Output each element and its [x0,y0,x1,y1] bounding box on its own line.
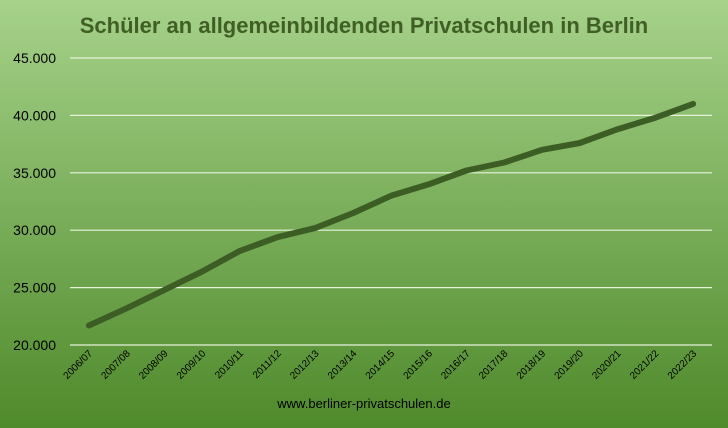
y-tick-label: 45.000 [13,50,56,66]
y-tick-label: 30.000 [13,222,56,238]
chart-title: Schüler an allgemeinbildenden Privatschu… [80,13,648,38]
y-axis-tick-labels: 45.000 40.000 35.000 30.000 25.000 20.000 [13,50,56,353]
series-line-layer [85,100,697,329]
gridlines [70,57,712,346]
source-label: www.berliner-privatschulen.de [276,396,450,411]
y-tick-label: 25.000 [13,280,56,296]
y-tick-label: 20.000 [13,337,56,353]
y-tick-label: 40.000 [13,107,56,123]
y-tick-label: 35.000 [13,165,56,181]
